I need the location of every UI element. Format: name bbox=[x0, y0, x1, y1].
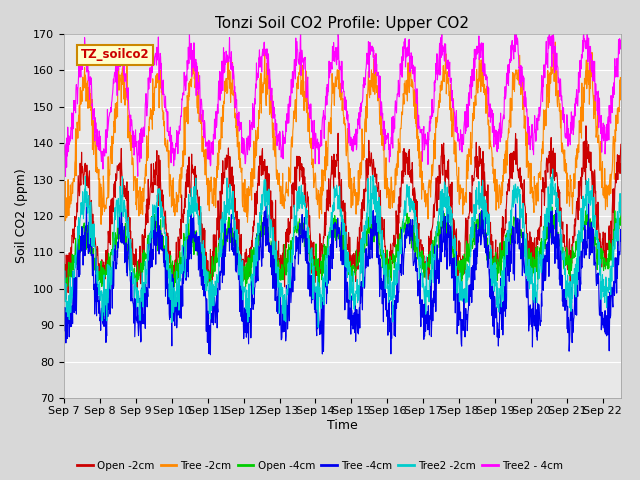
Y-axis label: Soil CO2 (ppm): Soil CO2 (ppm) bbox=[15, 168, 28, 264]
X-axis label: Time: Time bbox=[327, 419, 358, 432]
Text: TZ_soilco2: TZ_soilco2 bbox=[81, 48, 149, 61]
Title: Tonzi Soil CO2 Profile: Upper CO2: Tonzi Soil CO2 Profile: Upper CO2 bbox=[216, 16, 469, 31]
Legend: Open -2cm, Tree -2cm, Open -4cm, Tree -4cm, Tree2 -2cm, Tree2 - 4cm: Open -2cm, Tree -2cm, Open -4cm, Tree -4… bbox=[73, 456, 567, 475]
